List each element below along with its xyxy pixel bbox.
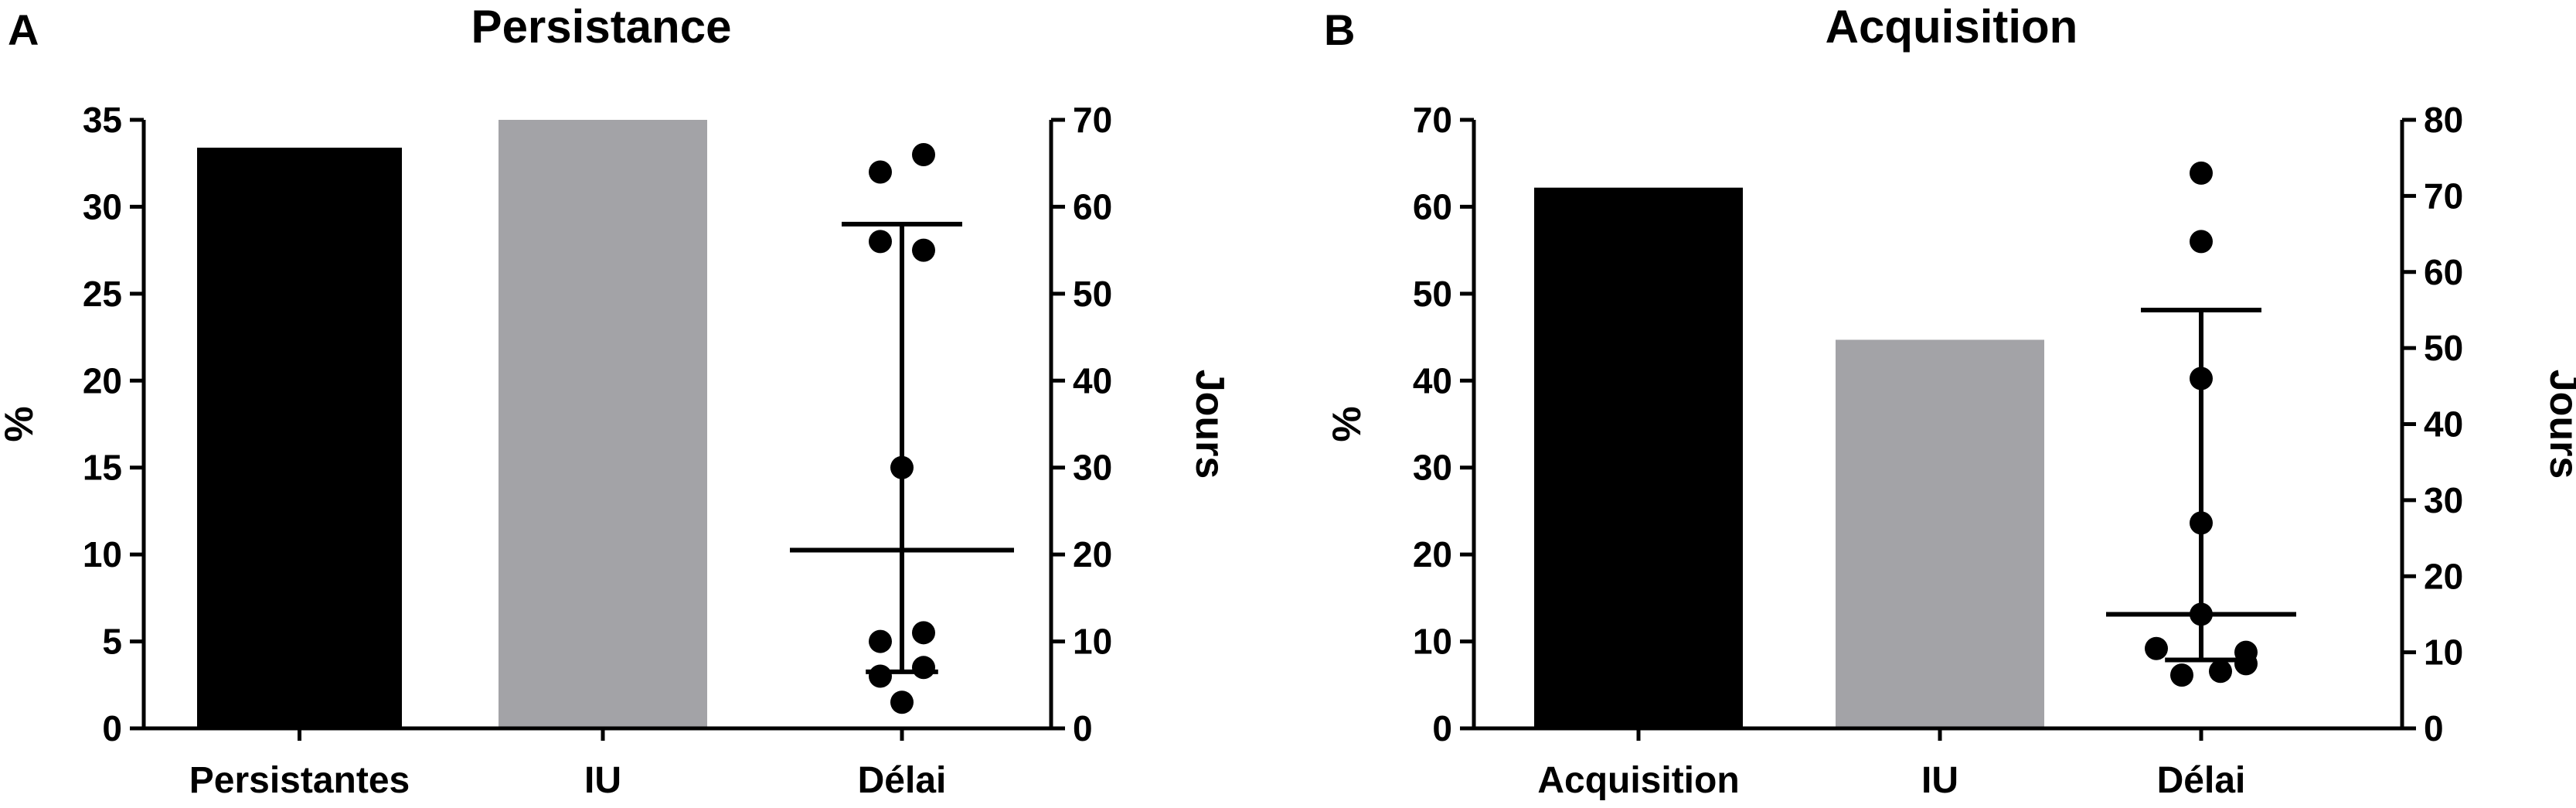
category-label: IU xyxy=(584,760,621,801)
right-tick-label: 50 xyxy=(2424,328,2463,368)
left-tick-label: 30 xyxy=(1413,448,1452,488)
data-point xyxy=(2190,602,2213,626)
left-tick-label: 20 xyxy=(1413,534,1452,574)
panel-letter: B xyxy=(1324,5,1355,54)
data-point xyxy=(912,142,935,166)
right-axis-title: Jours xyxy=(2541,370,2576,479)
data-point xyxy=(2190,366,2213,390)
bar-acquisition xyxy=(1534,187,1743,729)
right-tick-label: 70 xyxy=(2424,176,2463,216)
bar-iu xyxy=(1836,339,2044,728)
data-point xyxy=(912,656,935,680)
left-tick-label: 35 xyxy=(83,100,122,140)
right-tick-label: 20 xyxy=(2424,556,2463,596)
category-label: IU xyxy=(1921,760,1958,801)
left-axis-title: % xyxy=(0,406,42,442)
data-point xyxy=(869,664,892,688)
right-tick-label: 30 xyxy=(2424,480,2463,520)
data-point xyxy=(2190,161,2213,185)
data-point xyxy=(869,629,892,653)
right-tick-label: 40 xyxy=(1073,360,1112,401)
panel-letter: A xyxy=(8,5,39,54)
left-tick-label: 60 xyxy=(1413,186,1452,227)
right-tick-label: 10 xyxy=(1073,622,1112,662)
left-tick-label: 10 xyxy=(83,534,122,574)
data-point xyxy=(890,690,914,714)
data-point xyxy=(912,621,935,645)
left-tick-label: 0 xyxy=(102,708,122,748)
left-tick-label: 40 xyxy=(1413,360,1452,401)
left-tick-label: 20 xyxy=(83,360,122,401)
data-point xyxy=(890,455,914,479)
category-label: Délai xyxy=(2157,760,2246,801)
data-point xyxy=(912,238,935,262)
data-point xyxy=(2170,663,2193,687)
right-tick-label: 50 xyxy=(1073,274,1112,314)
data-point xyxy=(2234,652,2258,676)
left-tick-label: 50 xyxy=(1413,274,1452,314)
category-label: Acquisition xyxy=(1537,760,1739,801)
left-tick-label: 0 xyxy=(1432,708,1452,748)
chart-title: Acquisition xyxy=(1826,1,2078,53)
right-tick-label: 40 xyxy=(2424,404,2463,445)
chart-title: Persistance xyxy=(471,1,732,53)
right-tick-label: 0 xyxy=(1073,708,1093,748)
right-tick-label: 20 xyxy=(1073,534,1112,574)
category-label: Délai xyxy=(858,760,947,801)
right-tick-label: 10 xyxy=(2424,632,2463,673)
data-point xyxy=(869,230,892,254)
bar-persistantes xyxy=(197,147,402,728)
category-label: Persistantes xyxy=(189,760,410,801)
right-tick-label: 80 xyxy=(2424,100,2463,140)
left-tick-label: 30 xyxy=(83,186,122,227)
right-tick-label: 60 xyxy=(1073,186,1112,227)
left-tick-label: 10 xyxy=(1413,622,1452,662)
left-tick-label: 70 xyxy=(1413,100,1452,140)
chart-panel-b: B Acquisition 0 10 20 30 40 50 60 70 0 10 20 30 40 50 60… xyxy=(1324,1,2576,801)
data-point xyxy=(2190,511,2213,535)
right-tick-label: 60 xyxy=(2424,252,2463,292)
data-point xyxy=(2145,636,2168,660)
data-point xyxy=(2209,660,2232,684)
right-tick-label: 70 xyxy=(1073,100,1112,140)
chart-panel-a: A Persistance 0 5 10 15 20 25 30 35 0 10 20 30 40 50 60 7… xyxy=(0,1,1232,801)
data-point xyxy=(869,160,892,184)
left-tick-label: 25 xyxy=(83,274,122,314)
left-tick-label: 15 xyxy=(83,448,122,488)
left-tick-label: 5 xyxy=(102,622,122,662)
right-tick-label: 30 xyxy=(1073,448,1112,488)
data-point xyxy=(2190,230,2213,254)
right-axis-title: Jours xyxy=(1187,370,1232,479)
right-tick-label: 0 xyxy=(2424,708,2444,748)
bar-iu xyxy=(499,120,707,728)
left-axis-title: % xyxy=(1325,406,1370,442)
